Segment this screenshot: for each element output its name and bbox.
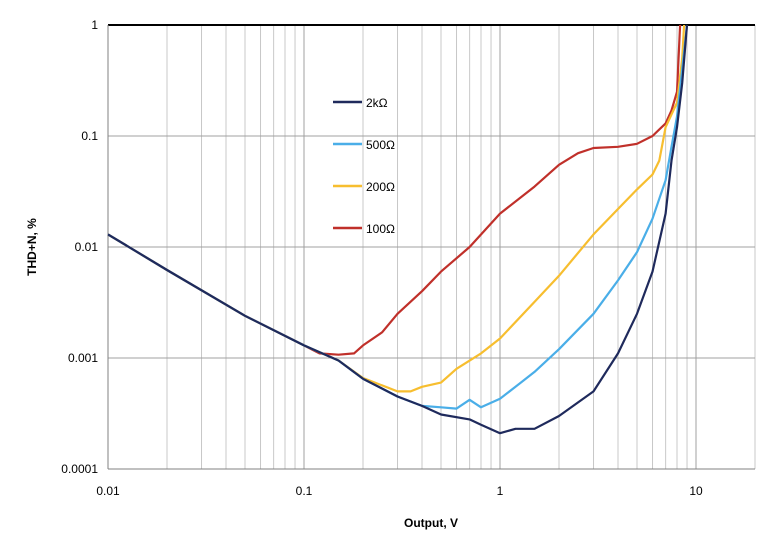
grid: [107, 24, 756, 470]
legend-label: 2kΩ: [366, 96, 388, 110]
y-tick-label: 0.001: [68, 351, 98, 365]
legend: 2kΩ 500Ω 200Ω 100Ω: [333, 96, 395, 236]
x-tick-label: 10: [689, 484, 703, 498]
series-lines: [107, 24, 689, 435]
y-tick-label: 0.01: [75, 240, 99, 254]
series-line: [107, 24, 682, 356]
y-tick-label: 0.1: [81, 129, 98, 143]
legend-label: 100Ω: [366, 222, 395, 236]
y-tick-label: 0.0001: [61, 462, 98, 476]
legend-label: 200Ω: [366, 180, 395, 194]
x-tick-label: 0.01: [96, 484, 120, 498]
x-tick-label: 0.1: [296, 484, 313, 498]
x-axis-label: Output, V: [404, 516, 458, 530]
x-tick-label: 1: [497, 484, 504, 498]
y-axis-label: THD+N, %: [25, 218, 39, 276]
tick-labels: 0.01 0.1 1 10 0.0001 0.001 0.01 0.1 1: [61, 18, 703, 498]
series-line: [107, 24, 686, 393]
legend-label: 500Ω: [366, 138, 395, 152]
y-tick-label: 1: [91, 18, 98, 32]
series-line: [107, 24, 689, 435]
